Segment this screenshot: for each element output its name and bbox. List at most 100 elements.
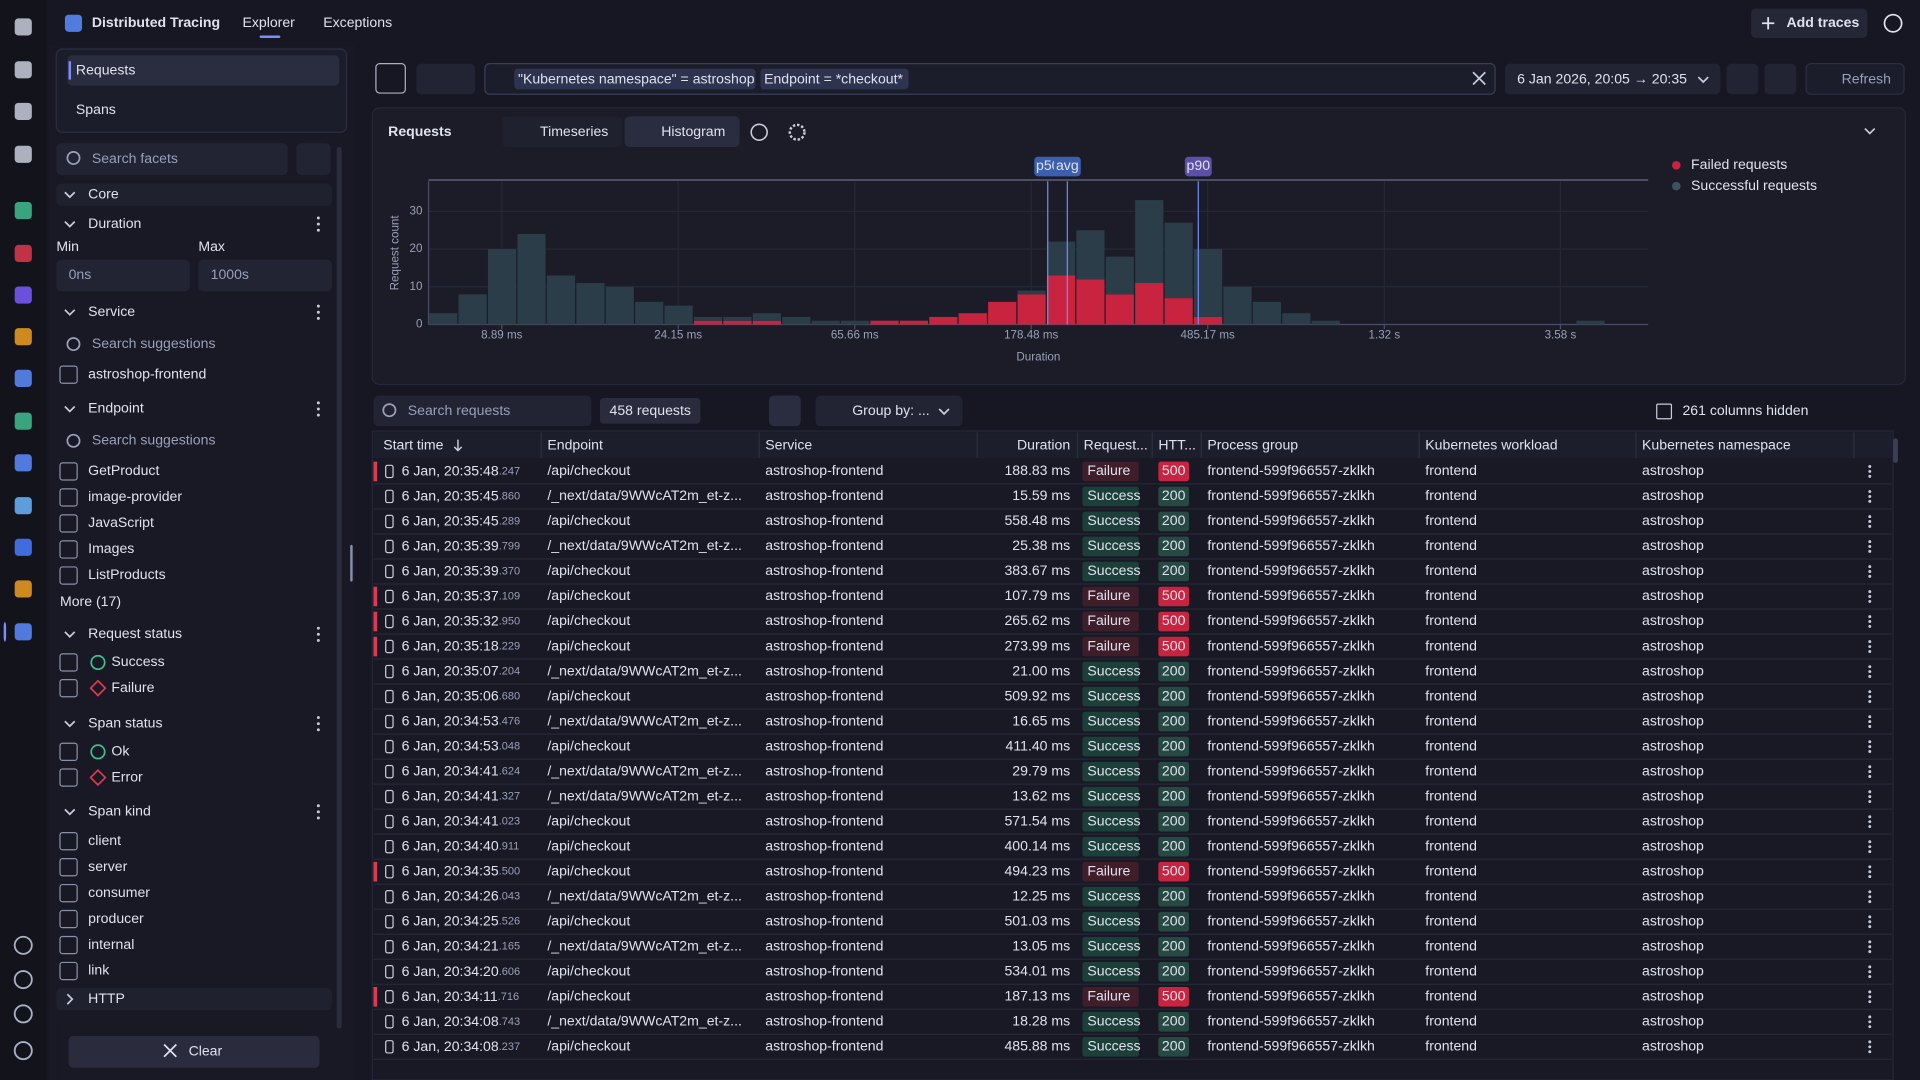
row-menu[interactable] <box>1868 665 1871 668</box>
facet-option[interactable]: image-provider <box>88 488 182 504</box>
row-menu[interactable] <box>1868 725 1871 728</box>
row-menu[interactable] <box>1868 820 1871 823</box>
row-menu[interactable] <box>1868 640 1871 643</box>
facet-option[interactable]: Failure <box>111 679 154 695</box>
facet-option[interactable]: internal <box>88 936 134 952</box>
row-menu[interactable] <box>1868 670 1871 673</box>
column-header[interactable]: Process group <box>1207 436 1298 452</box>
more-menu[interactable] <box>317 639 320 642</box>
start-time[interactable]: 6 Jan, 20:34:40.911 <box>402 837 520 853</box>
row-menu[interactable] <box>1868 615 1871 618</box>
row-menu[interactable] <box>1868 470 1871 473</box>
row-menu[interactable] <box>1868 865 1871 868</box>
row-menu[interactable] <box>1868 895 1871 898</box>
start-time[interactable]: 6 Jan, 20:34:41.023 <box>402 812 521 828</box>
edit-button[interactable] <box>296 143 330 175</box>
facet-option[interactable]: producer <box>88 910 144 926</box>
facet-option[interactable]: consumer <box>88 884 150 900</box>
start-time[interactable]: 6 Jan, 20:34:25.526 <box>402 912 521 928</box>
more-menu[interactable] <box>317 816 320 819</box>
row-menu[interactable] <box>1868 715 1871 718</box>
start-time[interactable]: 6 Jan, 20:35:18.229 <box>402 637 521 653</box>
more-menu[interactable] <box>317 810 320 813</box>
start-time[interactable]: 6 Jan, 20:34:08.237 <box>402 1038 521 1054</box>
row-menu[interactable] <box>1868 875 1871 878</box>
row-menu[interactable] <box>1868 945 1871 948</box>
column-header[interactable]: Duration <box>1017 436 1070 452</box>
more-menu[interactable] <box>317 229 320 232</box>
tab[interactable]: Exceptions <box>323 14 392 30</box>
row-menu[interactable] <box>1868 975 1871 978</box>
row-menu[interactable] <box>1868 520 1871 523</box>
row-menu[interactable] <box>1868 1040 1871 1043</box>
more-menu[interactable] <box>317 728 320 731</box>
start-time[interactable]: 6 Jan, 20:34:11.716 <box>402 987 519 1003</box>
column-header[interactable]: Service <box>765 436 812 452</box>
row-menu[interactable] <box>1868 845 1871 848</box>
facet-option[interactable]: Images <box>88 540 134 556</box>
row-menu[interactable] <box>1868 890 1871 893</box>
start-time[interactable]: 6 Jan, 20:35:37.109 <box>402 587 521 603</box>
row-menu[interactable] <box>1868 950 1871 953</box>
row-menu[interactable] <box>1868 870 1871 873</box>
start-time[interactable]: 6 Jan, 20:35:32.950 <box>402 612 521 628</box>
row-menu[interactable] <box>1868 765 1871 768</box>
row-menu[interactable] <box>1868 920 1871 923</box>
more-menu[interactable] <box>317 633 320 636</box>
start-time[interactable]: 6 Jan, 20:35:07.204 <box>402 662 521 678</box>
row-menu[interactable] <box>1868 515 1871 518</box>
row-menu[interactable] <box>1868 490 1871 493</box>
prev-button[interactable] <box>1727 64 1759 95</box>
row-menu[interactable] <box>1868 740 1871 743</box>
more-menu[interactable] <box>317 223 320 226</box>
legend-label[interactable]: Successful requests <box>1691 177 1817 193</box>
row-menu[interactable] <box>1868 965 1871 968</box>
legend-label[interactable]: Failed requests <box>1691 156 1787 172</box>
start-time[interactable]: 6 Jan, 20:35:06.680 <box>402 687 521 703</box>
row-menu[interactable] <box>1868 1000 1871 1003</box>
row-menu[interactable] <box>1868 675 1871 678</box>
row-menu[interactable] <box>1868 795 1871 798</box>
row-menu[interactable] <box>1868 1025 1871 1028</box>
more-menu[interactable] <box>317 414 320 417</box>
start-time[interactable]: 6 Jan, 20:35:39.370 <box>402 562 521 578</box>
more-menu[interactable] <box>317 627 320 630</box>
more-menu[interactable] <box>317 716 320 719</box>
more-menu[interactable] <box>317 722 320 725</box>
facet-option[interactable]: GetProduct <box>88 462 159 478</box>
row-menu[interactable] <box>1868 540 1871 543</box>
column-header[interactable]: Start time <box>383 436 443 452</box>
next-button[interactable] <box>1764 64 1796 95</box>
view-label[interactable]: Timeseries <box>540 123 608 139</box>
row-menu[interactable] <box>1868 840 1871 843</box>
row-menu[interactable] <box>1868 645 1871 648</box>
row-menu[interactable] <box>1868 1020 1871 1023</box>
more-menu[interactable] <box>317 401 320 404</box>
tab[interactable]: Explorer <box>242 14 295 30</box>
view-label[interactable]: Histogram <box>661 123 725 139</box>
facet-option[interactable]: Success <box>111 653 164 669</box>
row-menu[interactable] <box>1868 570 1871 573</box>
row-menu[interactable] <box>1868 545 1871 548</box>
start-time[interactable]: 6 Jan, 20:34:21.165 <box>402 937 521 953</box>
row-menu[interactable] <box>1868 940 1871 943</box>
start-time[interactable]: 6 Jan, 20:35:48.247 <box>402 462 521 478</box>
row-menu[interactable] <box>1868 850 1871 853</box>
row-menu[interactable] <box>1868 790 1871 793</box>
row-menu[interactable] <box>1868 775 1871 778</box>
row-menu[interactable] <box>1868 575 1871 578</box>
facet-option[interactable]: link <box>88 962 110 978</box>
facet-option[interactable]: ListProducts <box>88 566 165 582</box>
start-time[interactable]: 6 Jan, 20:34:41.327 <box>402 787 521 803</box>
more-menu[interactable] <box>317 408 320 411</box>
row-menu[interactable] <box>1868 925 1871 928</box>
column-header[interactable]: HTT... <box>1158 436 1196 452</box>
row-menu[interactable] <box>1868 475 1871 478</box>
more-menu[interactable] <box>317 305 320 308</box>
column-header[interactable]: Kubernetes namespace <box>1642 436 1791 452</box>
more-link[interactable]: More (17) <box>60 593 121 609</box>
row-menu[interactable] <box>1868 815 1871 818</box>
row-menu[interactable] <box>1868 625 1871 628</box>
row-menu[interactable] <box>1868 690 1871 693</box>
column-header[interactable]: Endpoint <box>547 436 603 452</box>
